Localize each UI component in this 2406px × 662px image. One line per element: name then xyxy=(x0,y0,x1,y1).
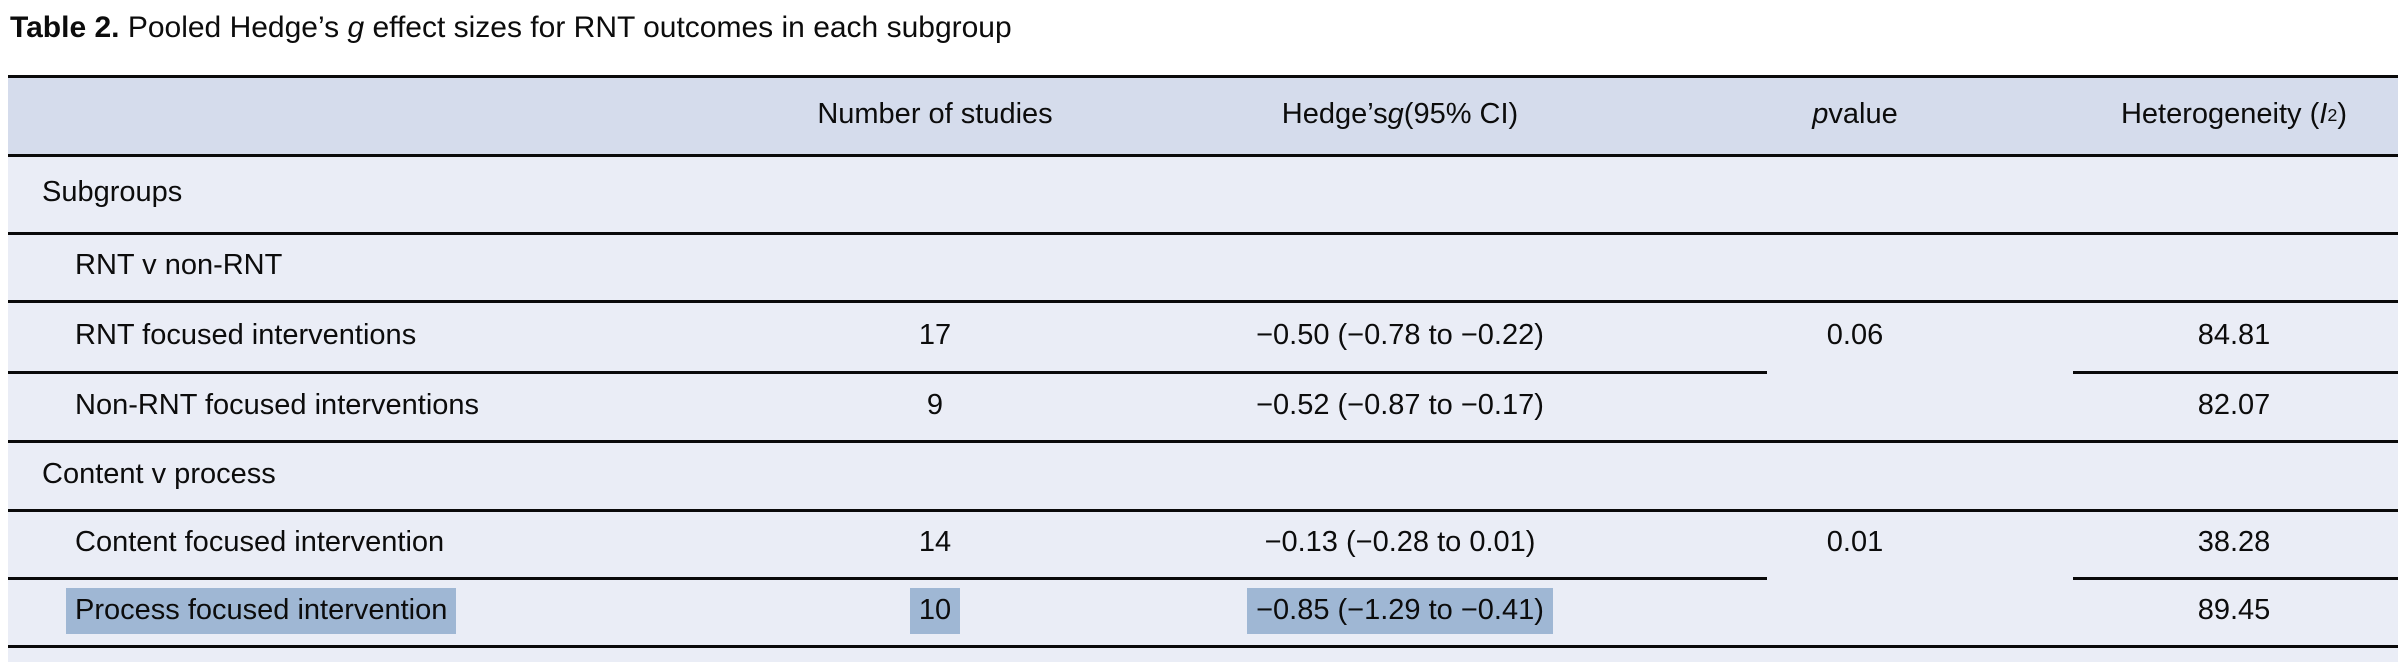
selected-text-highlight: 10 xyxy=(909,588,961,634)
row-p-value: 0.01 xyxy=(1826,526,1884,559)
table-header-background xyxy=(8,75,2398,154)
column-header-p-value: p value xyxy=(1812,97,1898,130)
selected-text-highlight: −0.85 (−1.29 to −0.41) xyxy=(1247,588,1553,634)
row-n-studies: 14 xyxy=(918,526,952,559)
row-label-subgroups: Subgroups xyxy=(42,176,183,209)
rule-table-bottom xyxy=(8,645,2398,648)
rule-after-rnt-focused-right xyxy=(2073,371,2398,374)
row-hedges-g: −0.13 (−0.28 to 0.01) xyxy=(1264,526,1536,559)
row-label-rnt-v-non-rnt: RNT v non-RNT xyxy=(75,249,283,282)
row-p-value xyxy=(1720,232,1990,300)
table-grid: Number of studies Hedge’s g (95% CI) p v… xyxy=(8,75,2398,645)
table-caption-number: Table 2. xyxy=(10,11,120,44)
table-caption: Table 2. Pooled Hedge’s g effect sizes f… xyxy=(10,10,1012,46)
row-p-value xyxy=(1720,440,1990,509)
column-header-number-of-studies: Number of studies xyxy=(817,97,1053,130)
rule-after-content-v-process xyxy=(8,509,2398,512)
column-header-heterogeneity: Heterogeneity (I 2) xyxy=(2120,97,2347,130)
rule-after-content-focused-left xyxy=(8,577,1767,580)
row-heterogeneity xyxy=(1990,232,2398,300)
row-n-studies xyxy=(790,154,1080,232)
row-label-non-rnt-focused: Non-RNT focused interventions xyxy=(75,388,480,421)
row-label-process-focused: Process focused intervention xyxy=(8,577,790,645)
row-heterogeneity: 89.45 xyxy=(2197,594,2271,627)
row-n-studies: 10 xyxy=(790,577,1080,645)
row-heterogeneity xyxy=(1990,440,2398,509)
row-heterogeneity: 84.81 xyxy=(2197,318,2271,351)
row-hedges-g xyxy=(1080,232,1720,300)
table-caption-text-post: effect sizes for RNT outcomes in each su… xyxy=(364,11,1012,44)
rule-after-subgroups xyxy=(8,232,2398,235)
column-header-empty xyxy=(8,75,790,154)
table-caption-italic-g: g xyxy=(347,11,365,44)
row-heterogeneity: 82.07 xyxy=(2197,388,2271,421)
selected-text-highlight: Process focused intervention xyxy=(66,588,457,634)
rule-header-bottom xyxy=(8,154,2398,157)
rule-after-content-focused-right xyxy=(2073,577,2398,580)
row-hedges-g: −0.52 (−0.87 to −0.17) xyxy=(1256,388,1544,421)
row-label-content-v-process: Content v process xyxy=(42,457,276,490)
row-n-studies: 9 xyxy=(926,388,944,421)
row-hedges-g: −0.85 (−1.29 to −0.41) xyxy=(1080,577,1720,645)
row-n-studies xyxy=(790,440,1080,509)
row-label-rnt-focused: RNT focused interventions xyxy=(75,318,417,351)
rule-after-rnt-v-nonrnt xyxy=(8,300,2398,303)
row-heterogeneity: 38.28 xyxy=(2197,526,2271,559)
row-p-value xyxy=(1720,371,1990,440)
table-caption-text-pre: Pooled Hedge’s xyxy=(119,11,348,44)
row-label-content-focused: Content focused intervention xyxy=(75,526,445,559)
column-header-hedges-g: Hedge’s g (95% CI) xyxy=(1281,97,1519,130)
rule-table-top xyxy=(8,75,2398,78)
row-hedges-g: −0.50 (−0.78 to −0.22) xyxy=(1256,318,1544,351)
rule-after-rnt-focused-left xyxy=(8,371,1767,374)
row-p-value xyxy=(1720,577,1990,645)
row-n-studies: 17 xyxy=(918,318,952,351)
table: Number of studies Hedge’s g (95% CI) p v… xyxy=(8,75,2398,662)
row-p-value: 0.06 xyxy=(1826,318,1884,351)
row-p-value xyxy=(1720,154,1990,232)
row-hedges-g xyxy=(1080,154,1720,232)
rule-after-non-rnt xyxy=(8,440,2398,443)
row-n-studies xyxy=(790,232,1080,300)
row-heterogeneity xyxy=(1990,154,2398,232)
row-hedges-g xyxy=(1080,440,1720,509)
